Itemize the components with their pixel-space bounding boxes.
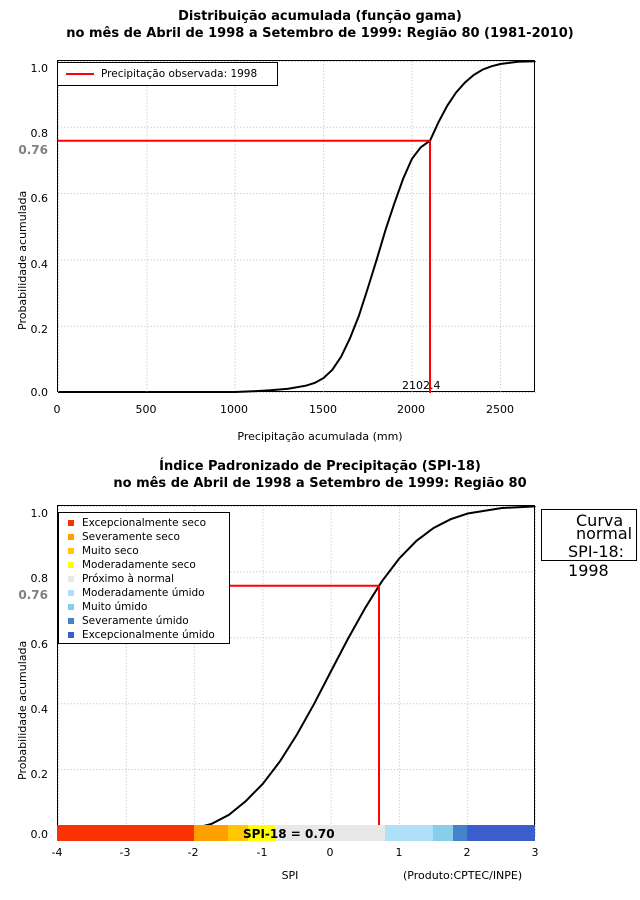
chart2-ytick-1.0: 1.0 xyxy=(30,507,49,520)
colorbar-segment-excepcionalmente-seco xyxy=(57,825,194,841)
chart1-xtick-1500: 1500 xyxy=(309,403,337,416)
chart1-xtick-0: 0 xyxy=(53,403,61,416)
spi-chart: Índice Padronizado de Precipitação (SPI-… xyxy=(0,450,640,900)
chart1-x-axis-label: Precipitação acumulada (mm) xyxy=(237,430,403,443)
chart1-xtick-2000: 2000 xyxy=(397,403,425,416)
chart1-title: Distribuição acumulada (função gama) no … xyxy=(66,9,574,41)
square-swatch-icon xyxy=(68,520,74,526)
legend-item-proximo-a-normal: Próximo à normal xyxy=(59,572,229,586)
chart2-title: Índice Padronizado de Precipitação (SPI-… xyxy=(113,459,527,491)
chart1-xtick-2500: 2500 xyxy=(486,403,514,416)
chart2-xtick--4: -4 xyxy=(51,846,63,859)
chart2-ytick-0.0: 0.0 xyxy=(30,828,49,841)
curve-legend-item-spi: SPI-18: 1998 xyxy=(542,542,636,580)
red-line-icon xyxy=(66,73,94,75)
chart1-ytick-0.4: 0.4 xyxy=(30,258,49,271)
square-swatch-icon xyxy=(68,618,74,624)
chart2-category-legend: Excepcionalmente seco Severamente seco M… xyxy=(58,512,230,644)
chart2-xtick-0: 0 xyxy=(326,846,334,859)
chart1-ytick-0.0: 0.0 xyxy=(30,386,49,399)
chart1-legend: Precipitação observada: 1998 xyxy=(57,62,278,86)
colorbar-segment-severamente-umido xyxy=(453,825,467,841)
legend-label: Excepcionalmente úmido xyxy=(82,629,215,641)
chart2-ytick-0.8: 0.8 xyxy=(30,572,49,585)
square-swatch-icon xyxy=(68,562,74,568)
legend-item-moderadamente-umido: Moderadamente úmido xyxy=(59,586,229,600)
legend-item-moderadamente-seco: Moderadamente seco xyxy=(59,558,229,572)
chart1-plot-area xyxy=(57,60,536,393)
legend-label: Excepcionalmente seco xyxy=(82,517,207,529)
legend-label: Severamente úmido xyxy=(82,615,189,627)
chart2-xtick--1: -1 xyxy=(256,846,268,859)
producer-note: (Produto:CPTEC/INPE) xyxy=(403,869,523,882)
chart1-plot-svg xyxy=(58,61,536,393)
chart2-xtick-2: 2 xyxy=(463,846,471,859)
chart1-legend-label: Precipitação observada: 1998 xyxy=(101,68,258,80)
chart1-ytick-1.0: 1.0 xyxy=(30,62,49,75)
legend-label: Moderadamente úmido xyxy=(82,587,205,599)
chart2-spi-annotation: SPI-18 = 0.70 xyxy=(243,827,335,841)
square-swatch-icon xyxy=(68,590,74,596)
curve-legend-item-normal: Curva normal xyxy=(542,511,636,543)
chart2-ytick-0.6: 0.6 xyxy=(30,638,49,651)
chart2-ytick-0.2: 0.2 xyxy=(30,768,49,781)
colorbar-segment-proximo-a-normal xyxy=(275,825,385,841)
colorbar-segment-moderadamente-umido xyxy=(384,825,433,841)
legend-label: Muito seco xyxy=(82,545,139,557)
chart1-ytick-0.8: 0.8 xyxy=(30,127,49,140)
chart2-ytick-0.4: 0.4 xyxy=(30,703,49,716)
curve-legend-label: SPI-18: 1998 xyxy=(568,542,625,580)
colorbar-segment-moderadamente-seco xyxy=(248,825,276,841)
chart2-x-axis-label: SPI xyxy=(281,869,299,882)
chart2-xtick--2: -2 xyxy=(187,846,199,859)
chart2-xtick-1: 1 xyxy=(395,846,403,859)
legend-item-severamente-umido: Severamente úmido xyxy=(59,614,229,628)
chart1-xtick-500: 500 xyxy=(135,403,157,416)
legend-label: Severamente seco xyxy=(82,531,180,543)
chart1-gridlines xyxy=(58,61,536,393)
legend-label: Moderadamente seco xyxy=(82,559,196,571)
square-swatch-icon xyxy=(68,632,74,638)
chart1-highlight-y-label: 0.76 xyxy=(18,143,48,157)
legend-item-excepcionalmente-seco: Excepcionalmente seco xyxy=(59,516,229,530)
spi-colorbar xyxy=(57,825,535,841)
colorbar-segment-muito-seco xyxy=(227,825,249,841)
chart1-observed-value-annotation: 2102.4 xyxy=(402,379,441,392)
square-swatch-icon xyxy=(68,548,74,554)
legend-item-severamente-seco: Severamente seco xyxy=(59,530,229,544)
square-swatch-icon xyxy=(68,604,74,610)
legend-item-excepcionalmente-umido: Excepcionalmente úmido xyxy=(59,628,229,642)
curve-legend-label: Curva normal xyxy=(576,511,633,543)
square-swatch-icon xyxy=(68,534,74,540)
chart2-xtick-3: 3 xyxy=(531,846,539,859)
chart1-xtick-1000: 1000 xyxy=(220,403,248,416)
colorbar-segment-severamente-seco xyxy=(193,825,228,841)
legend-item-muito-umido: Muito úmido xyxy=(59,600,229,614)
chart2-curve-legend: Curva normal SPI-18: 1998 xyxy=(541,509,637,580)
chart1-ytick-0.6: 0.6 xyxy=(30,192,49,205)
legend-label: Muito úmido xyxy=(82,601,148,613)
square-swatch-icon xyxy=(68,576,74,582)
legend-item-muito-seco: Muito seco xyxy=(59,544,229,558)
chart2-highlight-y-label: 0.76 xyxy=(18,588,48,602)
colorbar-segment-excepcionalmente-umido xyxy=(466,825,535,841)
chart1-ytick-0.2: 0.2 xyxy=(30,323,49,336)
chart1-legend-item-observed: Precipitação observada: 1998 xyxy=(58,63,277,85)
chart2-xtick--3: -3 xyxy=(119,846,131,859)
chart1-gamma-curve xyxy=(58,61,536,393)
cumulative-gamma-chart: Distribuição acumulada (função gama) no … xyxy=(16,9,574,443)
legend-label: Próximo à normal xyxy=(82,573,175,585)
colorbar-segment-muito-umido xyxy=(432,825,454,841)
